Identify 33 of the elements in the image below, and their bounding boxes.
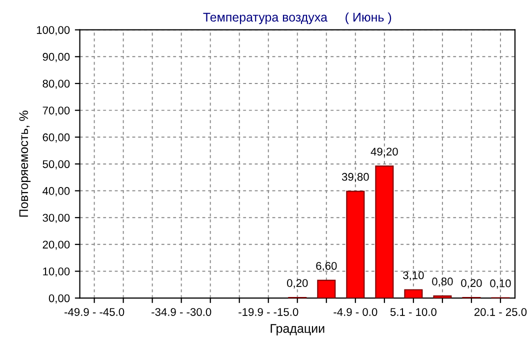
y-tick-label: 30,00 [42, 214, 70, 224]
x-tick-label: -19.9 - -15.0 [238, 308, 298, 316]
data-label: 6,60 [316, 262, 337, 272]
y-tick-label: 10,00 [43, 268, 70, 277]
bar [404, 289, 423, 298]
data-label: 0,80 [432, 278, 453, 287]
y-tick-label: 40,00 [42, 187, 70, 196]
data-label: 3,10 [403, 271, 424, 281]
bar [317, 280, 336, 298]
bar [346, 190, 365, 298]
y-axis-title: Повторяемость, % [19, 110, 31, 217]
x-tick-label: 5.1 - 10.0 [390, 308, 436, 316]
x-tick-label: 20.1 - 25.0 [474, 308, 527, 316]
y-tick-label: 70,00 [42, 106, 70, 116]
chart-title: Температура воздуха ( Июнь ) [203, 12, 392, 24]
x-tick-label: -34.9 - -30.0 [152, 308, 212, 316]
data-label: 0,10 [490, 279, 511, 289]
y-tick-label: 90,00 [42, 52, 70, 62]
bar [433, 295, 452, 298]
data-label: 39,80 [342, 172, 369, 182]
bar [375, 166, 394, 298]
data-label: 0,20 [287, 279, 308, 288]
data-label: 0,20 [461, 279, 482, 288]
y-tick-label: 100,00 [36, 26, 70, 36]
y-tick-label: 60,00 [42, 133, 70, 143]
y-tick-label: 0,00 [48, 294, 70, 304]
y-tick-label: 20,00 [42, 240, 70, 250]
data-label: 49,20 [370, 148, 398, 157]
x-tick-label: -49.9 - -45.0 [64, 308, 124, 316]
x-axis-title: Градации [270, 324, 324, 336]
y-tick-label: 50,00 [42, 160, 70, 170]
x-tick-label: -4.9 - 0.0 [334, 308, 378, 316]
y-tick-label: 80,00 [42, 80, 70, 89]
